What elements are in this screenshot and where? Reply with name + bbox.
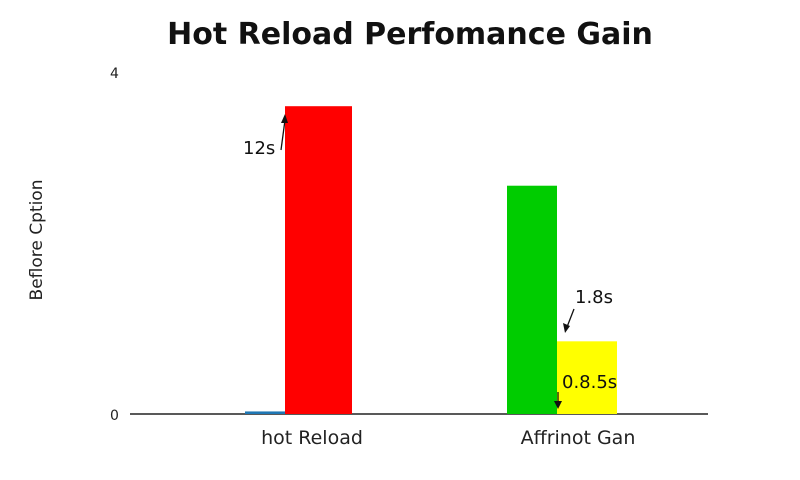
arrow-12s-head [281,114,288,123]
annotation-0-8-5s: 0.8.5s [562,372,617,393]
bar-series-2-affrinot-gan [507,185,557,414]
arrow-1-8s-head [563,323,570,333]
y-tick-label-0: 0 [110,408,119,424]
annotation-arrows [280,114,575,409]
bar-series-3-affrinot-gan [557,341,617,414]
arrow-12s-line [280,119,286,151]
bar-series-0-hot-reload [245,411,285,414]
y-tick-label-4: 4 [110,66,119,82]
annotation-1-8s: 1.8s [575,287,613,308]
arrow-1-8s-line [566,308,575,328]
arrow-0-8-5s-head [554,401,562,409]
x-category-label-affrinot-gan: Affrinot Gan [521,427,636,449]
bars-layer [245,106,617,414]
annotation-12s: 12s [243,138,275,159]
y-axis-label: Beflore Cption [27,180,47,301]
chart-title: Hot Reload Perfomance Gain [167,17,653,52]
bar-series-1-hot-reload [285,106,352,414]
x-category-label-hot-reload: hot Reload [261,427,363,449]
